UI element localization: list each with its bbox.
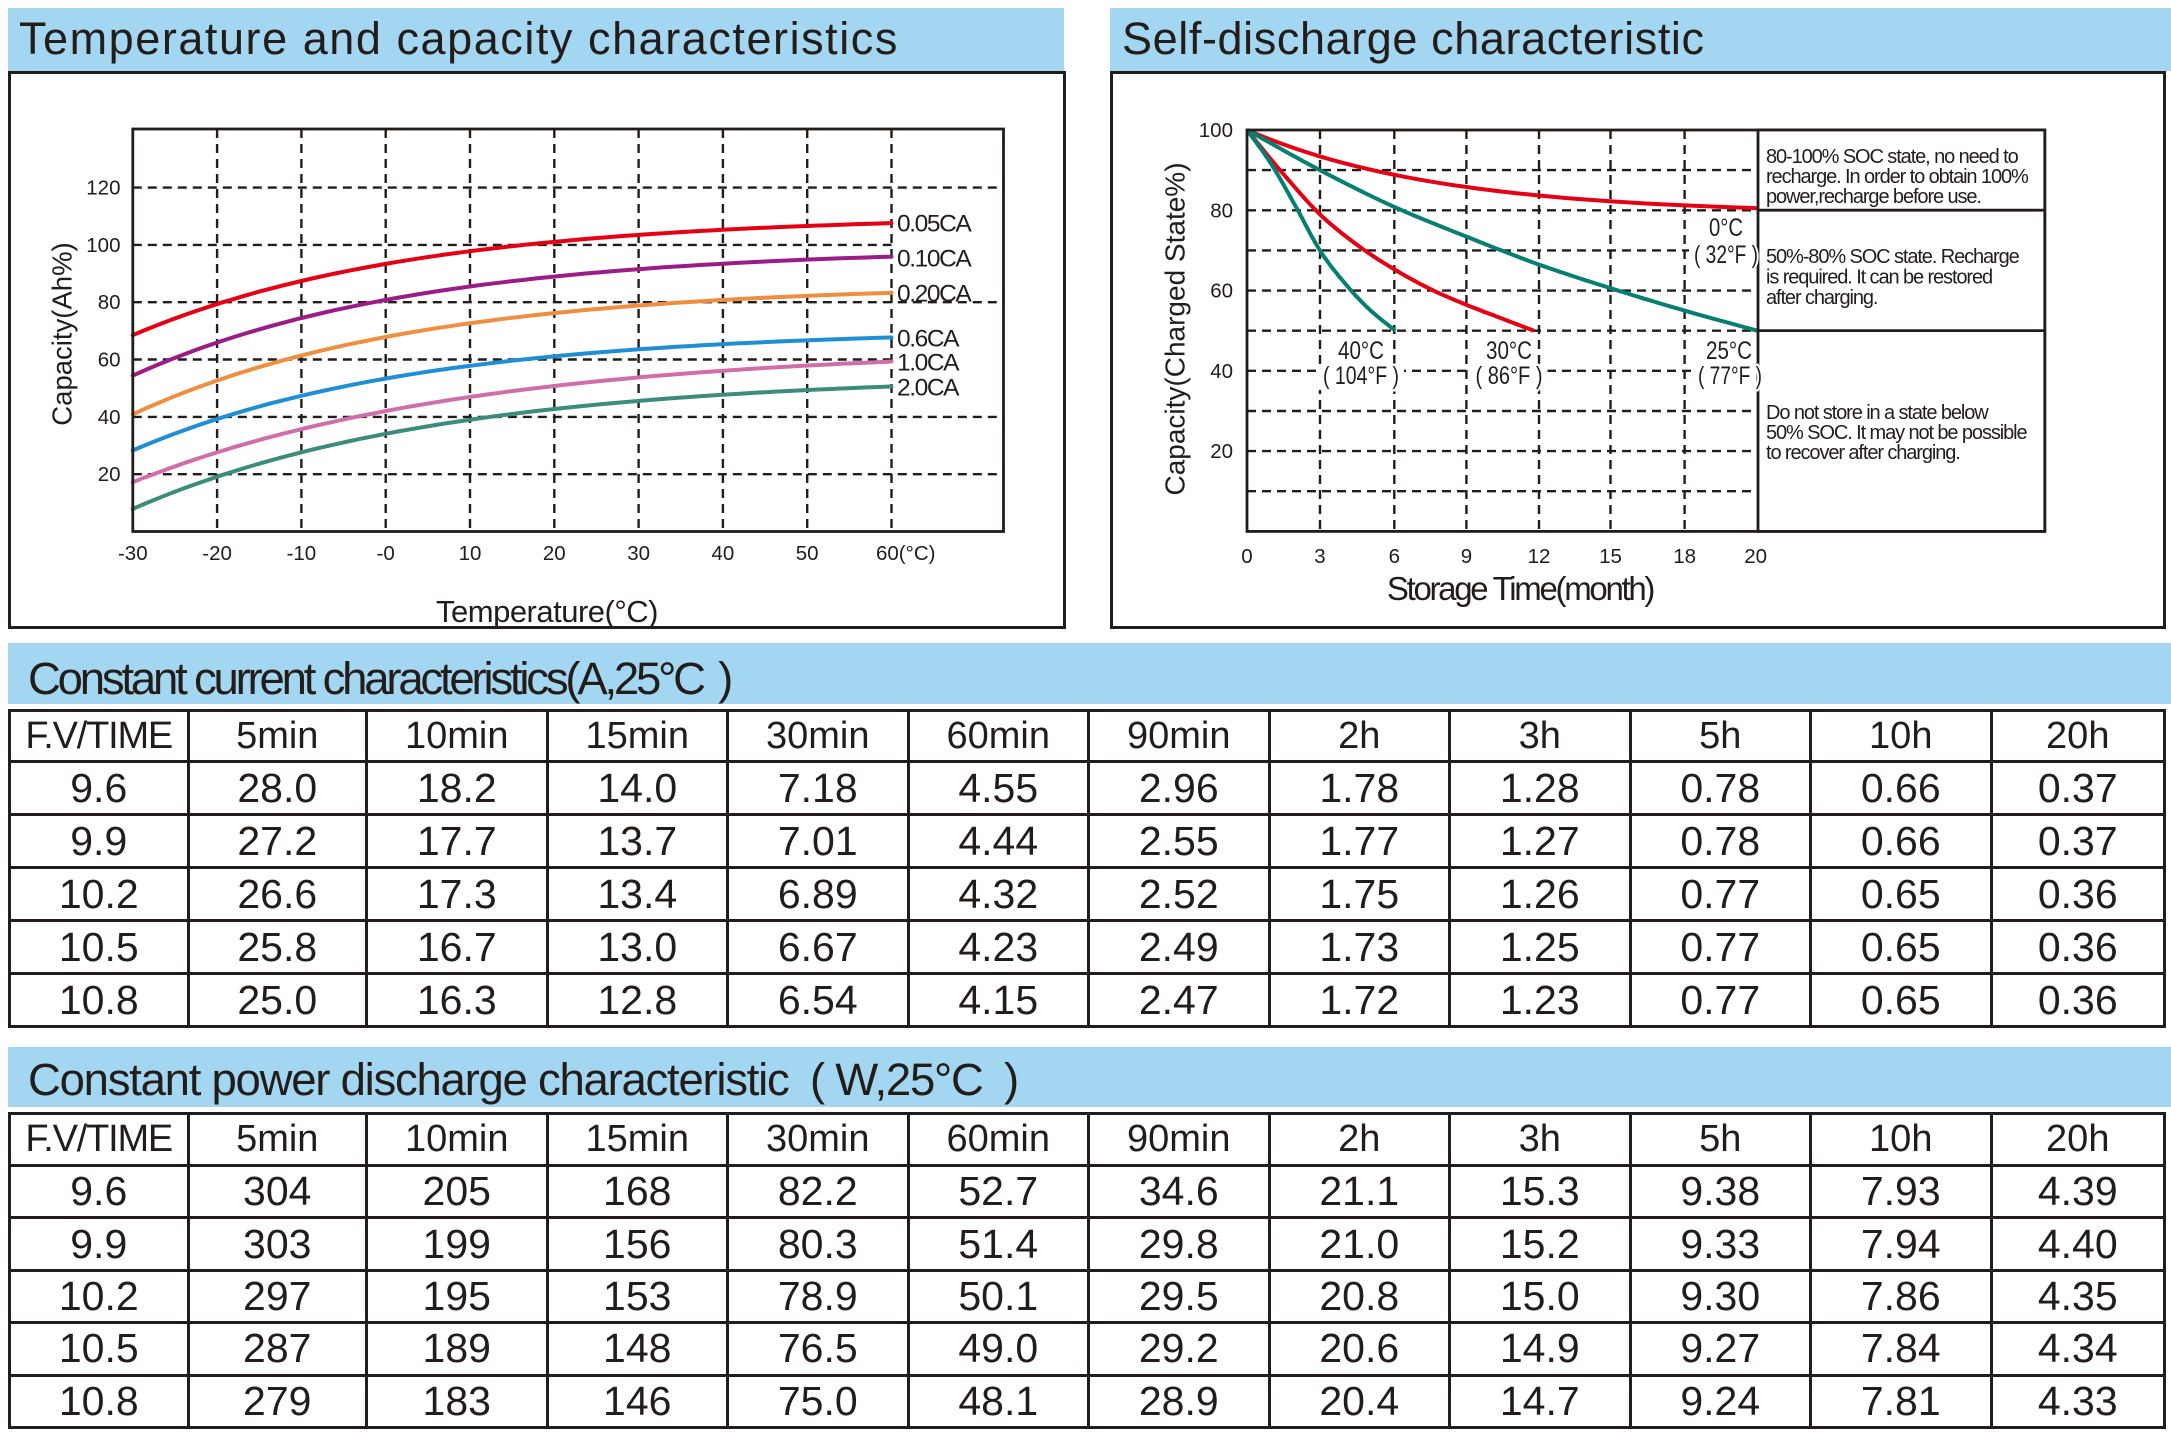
svg-text:Do not store in a state below: Do not store in a state below: [1766, 402, 1989, 424]
svg-text:40°C: 40°C: [1338, 337, 1384, 365]
svg-text:( 32°F ): ( 32°F ): [1694, 241, 1758, 269]
svg-text:50%-80% SOC state. Recharge: 50%-80% SOC state. Recharge: [1766, 246, 2020, 268]
svg-text:0.6CA: 0.6CA: [897, 326, 960, 353]
svg-text:Capacity(Charged State%): Capacity(Charged State%): [1160, 162, 1191, 495]
svg-text:25°C: 25°C: [1706, 337, 1752, 365]
svg-text:40: 40: [711, 542, 734, 565]
svg-text:Temperature(°C): Temperature(°C): [436, 594, 658, 629]
svg-text:-20: -20: [202, 542, 232, 565]
svg-text:after charging.: after charging.: [1766, 287, 1877, 309]
svg-text:40: 40: [1210, 360, 1233, 383]
svg-text:9: 9: [1461, 545, 1472, 568]
svg-text:80: 80: [98, 291, 121, 314]
svg-text:6: 6: [1389, 545, 1400, 568]
svg-text:2.0CA: 2.0CA: [897, 375, 960, 402]
svg-text:60: 60: [1210, 280, 1233, 303]
svg-text:50: 50: [796, 542, 819, 565]
svg-text:100: 100: [1199, 119, 1233, 142]
svg-text:power,recharge before use.: power,recharge before use.: [1766, 186, 1981, 208]
svg-text:( 77°F ): ( 77°F ): [1698, 362, 1762, 390]
svg-text:-0: -0: [377, 542, 395, 565]
svg-text:3: 3: [1314, 545, 1325, 568]
svg-text:50% SOC. It may not be possib: 50% SOC. It may not be possible: [1766, 422, 2027, 444]
svg-text:20: 20: [98, 463, 121, 486]
svg-text:0.20CA: 0.20CA: [897, 280, 972, 307]
svg-text:80-100% SOC state, no need to: 80-100% SOC state, no need to: [1766, 146, 2019, 168]
svg-text:to recover after charging.: to recover after charging.: [1766, 442, 1960, 464]
svg-text:Capacity(Ah%): Capacity(Ah%): [47, 242, 78, 425]
svg-text:15: 15: [1599, 545, 1622, 568]
svg-text:0.05CA: 0.05CA: [897, 211, 972, 238]
svg-text:20: 20: [1744, 545, 1767, 568]
svg-text:30: 30: [627, 542, 650, 565]
svg-text:30°C: 30°C: [1486, 337, 1532, 365]
svg-text:60: 60: [98, 349, 121, 372]
svg-text:recharge. In order to obtain 1: recharge. In order to obtain 100%: [1766, 166, 2029, 188]
svg-text:0°C: 0°C: [1709, 214, 1743, 242]
svg-text:80: 80: [1210, 199, 1233, 222]
svg-text:100: 100: [86, 234, 120, 257]
svg-text:60(°C): 60(°C): [876, 542, 935, 565]
svg-text:20: 20: [1210, 440, 1233, 463]
svg-text:-10: -10: [287, 542, 317, 565]
svg-text:10: 10: [459, 542, 482, 565]
svg-text:( 104°F ): ( 104°F ): [1323, 362, 1399, 390]
svg-text:1.0CA: 1.0CA: [897, 350, 960, 377]
svg-text:-30: -30: [118, 542, 148, 565]
svg-text:0.10CA: 0.10CA: [897, 245, 972, 272]
svg-text:( 86°F ): ( 86°F ): [1476, 362, 1543, 390]
svg-text:is required. It can be restore: is required. It can be restored: [1766, 267, 1992, 289]
svg-text:20: 20: [543, 542, 566, 565]
svg-text:120: 120: [86, 177, 120, 200]
svg-text:Storage Time(month): Storage Time(month): [1387, 570, 1654, 607]
svg-text:12: 12: [1528, 545, 1551, 568]
svg-text:0: 0: [1241, 545, 1252, 568]
svg-text:40: 40: [98, 406, 121, 429]
svg-text:18: 18: [1673, 545, 1696, 568]
